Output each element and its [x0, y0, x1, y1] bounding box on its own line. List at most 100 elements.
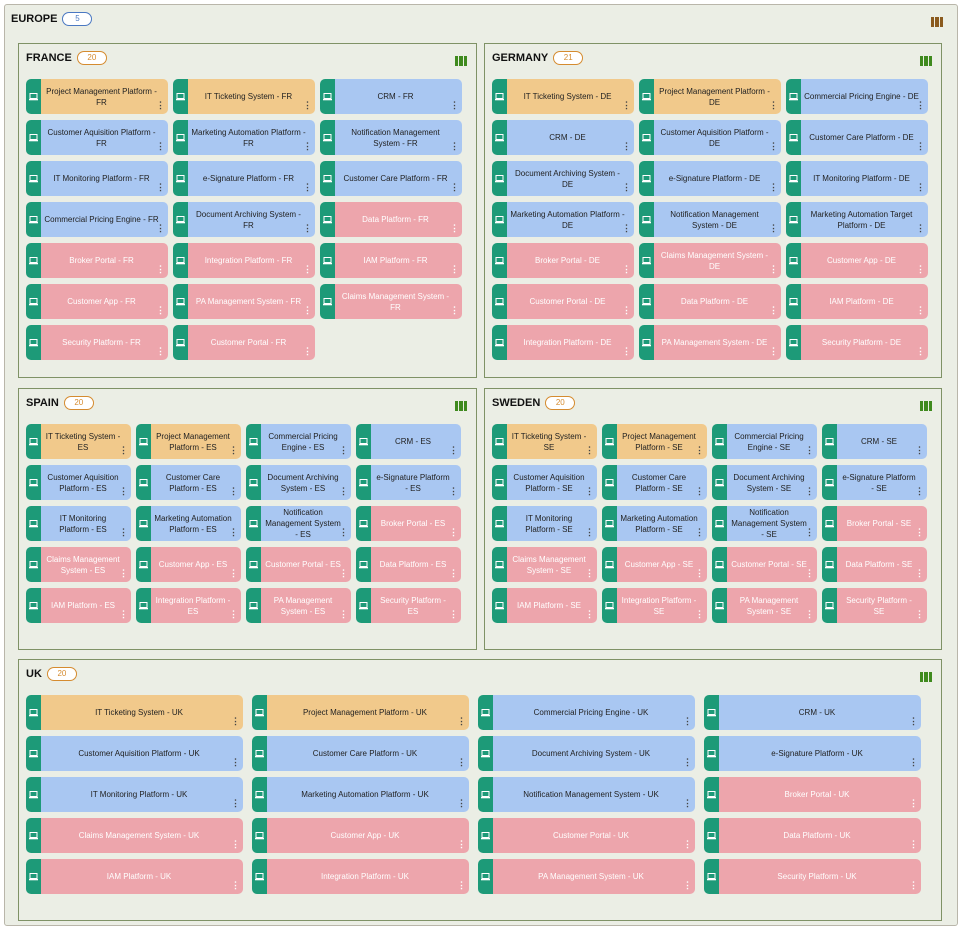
app-card[interactable]: IT Monitoring Platform - FR ⋮ [26, 161, 168, 196]
app-card[interactable]: IT Ticketing System - SE ⋮ [492, 424, 597, 459]
app-card[interactable]: Document Archiving System - ES ⋮ [246, 465, 351, 500]
more-options-icon[interactable]: ⋮ [805, 609, 814, 619]
more-options-icon[interactable]: ⋮ [450, 182, 459, 192]
more-options-icon[interactable]: ⋮ [915, 527, 924, 537]
app-card[interactable]: CRM - UK ⋮ [704, 695, 921, 730]
app-card[interactable]: Customer Care Platform - FR ⋮ [320, 161, 462, 196]
app-card[interactable]: Commercial Pricing Engine - SE ⋮ [712, 424, 817, 459]
app-card[interactable]: IT Monitoring Platform - DE ⋮ [786, 161, 928, 196]
app-card[interactable]: IAM Platform - DE ⋮ [786, 284, 928, 319]
more-options-icon[interactable]: ⋮ [805, 486, 814, 496]
app-card[interactable]: Notification Management System - UK ⋮ [478, 777, 695, 812]
more-options-icon[interactable]: ⋮ [450, 141, 459, 151]
more-options-icon[interactable]: ⋮ [916, 100, 925, 110]
more-options-icon[interactable]: ⋮ [916, 182, 925, 192]
app-card[interactable]: Customer Portal - FR ⋮ [173, 325, 315, 360]
more-options-icon[interactable]: ⋮ [450, 305, 459, 315]
app-card[interactable]: Marketing Automation Platform - ES ⋮ [136, 506, 241, 541]
more-options-icon[interactable]: ⋮ [457, 757, 466, 767]
app-card[interactable]: e-Signature Platform - ES ⋮ [356, 465, 461, 500]
app-card[interactable]: Claims Management System - FR ⋮ [320, 284, 462, 319]
more-options-icon[interactable]: ⋮ [622, 182, 631, 192]
more-options-icon[interactable]: ⋮ [916, 346, 925, 356]
more-options-icon[interactable]: ⋮ [119, 445, 128, 455]
more-options-icon[interactable]: ⋮ [303, 346, 312, 356]
more-options-icon[interactable]: ⋮ [119, 568, 128, 578]
app-card[interactable]: Security Platform - FR ⋮ [26, 325, 168, 360]
more-options-icon[interactable]: ⋮ [915, 609, 924, 619]
app-card[interactable]: Customer App - ES ⋮ [136, 547, 241, 582]
app-card[interactable]: Customer Portal - DE ⋮ [492, 284, 634, 319]
app-card[interactable]: IAM Platform - FR ⋮ [320, 243, 462, 278]
more-options-icon[interactable]: ⋮ [695, 609, 704, 619]
more-options-icon[interactable]: ⋮ [805, 527, 814, 537]
app-card[interactable]: PA Management System - DE ⋮ [639, 325, 781, 360]
more-options-icon[interactable]: ⋮ [339, 445, 348, 455]
app-card[interactable]: IT Monitoring Platform - ES ⋮ [26, 506, 131, 541]
more-options-icon[interactable]: ⋮ [769, 182, 778, 192]
more-options-icon[interactable]: ⋮ [915, 486, 924, 496]
app-card[interactable]: IAM Platform - SE ⋮ [492, 588, 597, 623]
more-options-icon[interactable]: ⋮ [695, 568, 704, 578]
more-options-icon[interactable]: ⋮ [769, 346, 778, 356]
more-options-icon[interactable]: ⋮ [229, 527, 238, 537]
more-options-icon[interactable]: ⋮ [909, 716, 918, 726]
more-options-icon[interactable]: ⋮ [683, 757, 692, 767]
app-card[interactable]: Marketing Automation Platform - SE ⋮ [602, 506, 707, 541]
more-options-icon[interactable]: ⋮ [303, 223, 312, 233]
more-options-icon[interactable]: ⋮ [683, 716, 692, 726]
app-card[interactable]: Claims Management System - DE ⋮ [639, 243, 781, 278]
app-card[interactable]: Customer App - DE ⋮ [786, 243, 928, 278]
app-card[interactable]: Commercial Pricing Engine - ES ⋮ [246, 424, 351, 459]
app-card[interactable]: Broker Portal - FR ⋮ [26, 243, 168, 278]
more-options-icon[interactable]: ⋮ [622, 100, 631, 110]
app-card[interactable]: Customer App - FR ⋮ [26, 284, 168, 319]
more-options-icon[interactable]: ⋮ [622, 305, 631, 315]
more-options-icon[interactable]: ⋮ [585, 445, 594, 455]
app-card[interactable]: Project Management Platform - ES ⋮ [136, 424, 241, 459]
app-card[interactable]: IT Ticketing System - ES ⋮ [26, 424, 131, 459]
app-card[interactable]: e-Signature Platform - FR ⋮ [173, 161, 315, 196]
app-card[interactable]: PA Management System - SE ⋮ [712, 588, 817, 623]
app-card[interactable]: Integration Platform - ES ⋮ [136, 588, 241, 623]
app-card[interactable]: Data Platform - SE ⋮ [822, 547, 927, 582]
more-options-icon[interactable]: ⋮ [457, 798, 466, 808]
app-card[interactable]: Customer Aquisition Platform - DE ⋮ [639, 120, 781, 155]
more-options-icon[interactable]: ⋮ [156, 264, 165, 274]
app-card[interactable]: Integration Platform - FR ⋮ [173, 243, 315, 278]
app-card[interactable]: Customer Care Platform - SE ⋮ [602, 465, 707, 500]
more-options-icon[interactable]: ⋮ [229, 568, 238, 578]
more-options-icon[interactable]: ⋮ [339, 609, 348, 619]
app-card[interactable]: Integration Platform - SE ⋮ [602, 588, 707, 623]
app-card[interactable]: Project Management Platform - SE ⋮ [602, 424, 707, 459]
more-options-icon[interactable]: ⋮ [339, 568, 348, 578]
app-card[interactable]: Customer Portal - ES ⋮ [246, 547, 351, 582]
app-card[interactable]: IT Ticketing System - UK ⋮ [26, 695, 243, 730]
more-options-icon[interactable]: ⋮ [231, 880, 240, 890]
app-card[interactable]: Notification Management System - SE ⋮ [712, 506, 817, 541]
more-options-icon[interactable]: ⋮ [683, 798, 692, 808]
more-options-icon[interactable]: ⋮ [231, 716, 240, 726]
more-options-icon[interactable]: ⋮ [303, 100, 312, 110]
app-card[interactable]: Claims Management System - ES ⋮ [26, 547, 131, 582]
more-options-icon[interactable]: ⋮ [916, 305, 925, 315]
app-card[interactable]: Document Archiving System - DE ⋮ [492, 161, 634, 196]
app-card[interactable]: Customer App - UK ⋮ [252, 818, 469, 853]
more-options-icon[interactable]: ⋮ [805, 445, 814, 455]
more-options-icon[interactable]: ⋮ [585, 609, 594, 619]
more-options-icon[interactable]: ⋮ [303, 141, 312, 151]
more-options-icon[interactable]: ⋮ [622, 264, 631, 274]
more-options-icon[interactable]: ⋮ [449, 568, 458, 578]
app-card[interactable]: Data Platform - FR ⋮ [320, 202, 462, 237]
app-card[interactable]: Notification Management System - FR ⋮ [320, 120, 462, 155]
app-card[interactable]: e-Signature Platform - UK ⋮ [704, 736, 921, 771]
more-options-icon[interactable]: ⋮ [916, 141, 925, 151]
app-card[interactable]: Broker Portal - ES ⋮ [356, 506, 461, 541]
more-options-icon[interactable]: ⋮ [229, 486, 238, 496]
app-card[interactable]: Customer Aquisition Platform - UK ⋮ [26, 736, 243, 771]
app-card[interactable]: IT Ticketing System - FR ⋮ [173, 79, 315, 114]
app-card[interactable]: Customer App - SE ⋮ [602, 547, 707, 582]
app-card[interactable]: Notification Management System - ES ⋮ [246, 506, 351, 541]
more-options-icon[interactable]: ⋮ [119, 486, 128, 496]
more-options-icon[interactable]: ⋮ [909, 880, 918, 890]
